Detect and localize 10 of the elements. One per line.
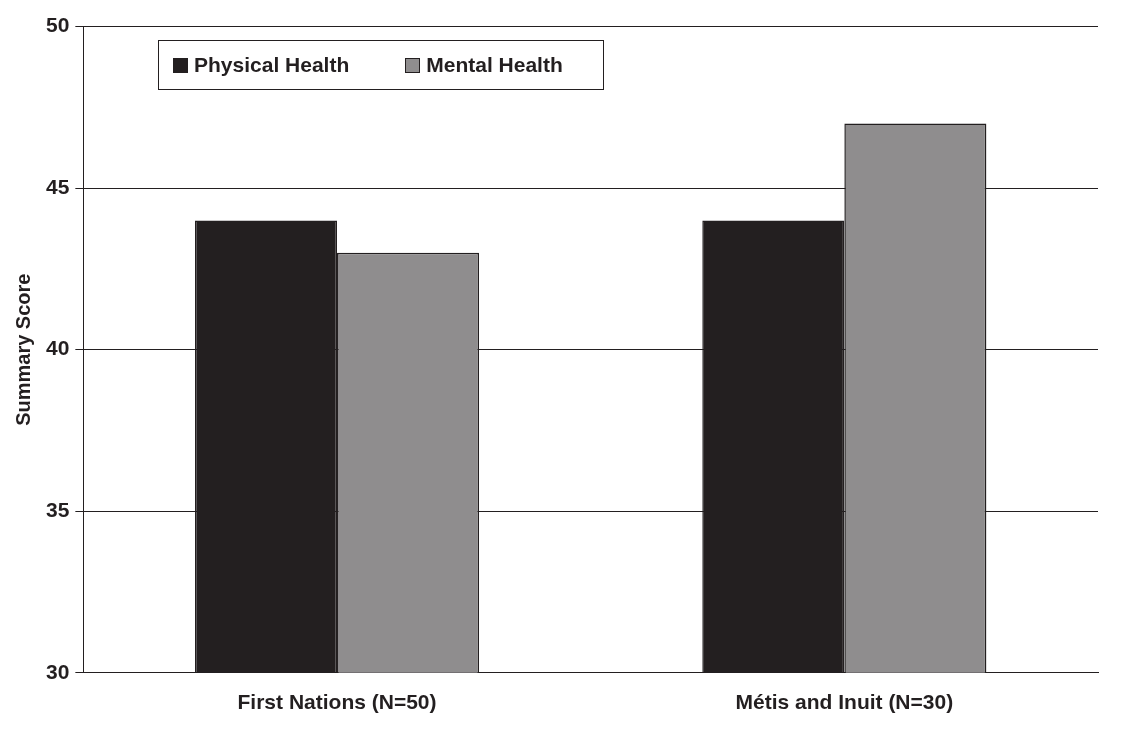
x-tick-label: First Nations (N=50) — [237, 690, 437, 714]
legend-label: Physical Health — [194, 53, 350, 77]
y-tick-label: 40 — [46, 336, 70, 360]
y-tick-label: 35 — [46, 498, 70, 522]
legend-label: Mental Health — [426, 53, 563, 77]
x-tick-label: Métis and Inuit (N=30) — [735, 690, 954, 714]
y-axis-title: Summary Score — [11, 273, 34, 426]
y-tick-label: 50 — [46, 13, 70, 37]
y-tick-label: 45 — [46, 174, 70, 198]
y-tick-label: 30 — [46, 659, 70, 683]
